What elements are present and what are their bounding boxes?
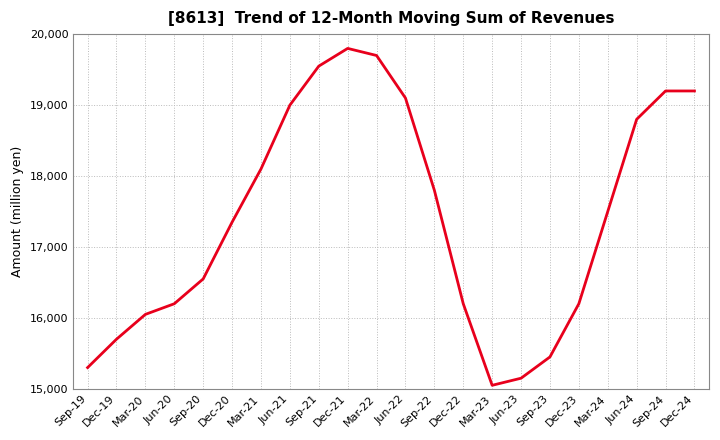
Title: [8613]  Trend of 12-Month Moving Sum of Revenues: [8613] Trend of 12-Month Moving Sum of R… xyxy=(168,11,614,26)
Y-axis label: Amount (million yen): Amount (million yen) xyxy=(11,146,24,277)
